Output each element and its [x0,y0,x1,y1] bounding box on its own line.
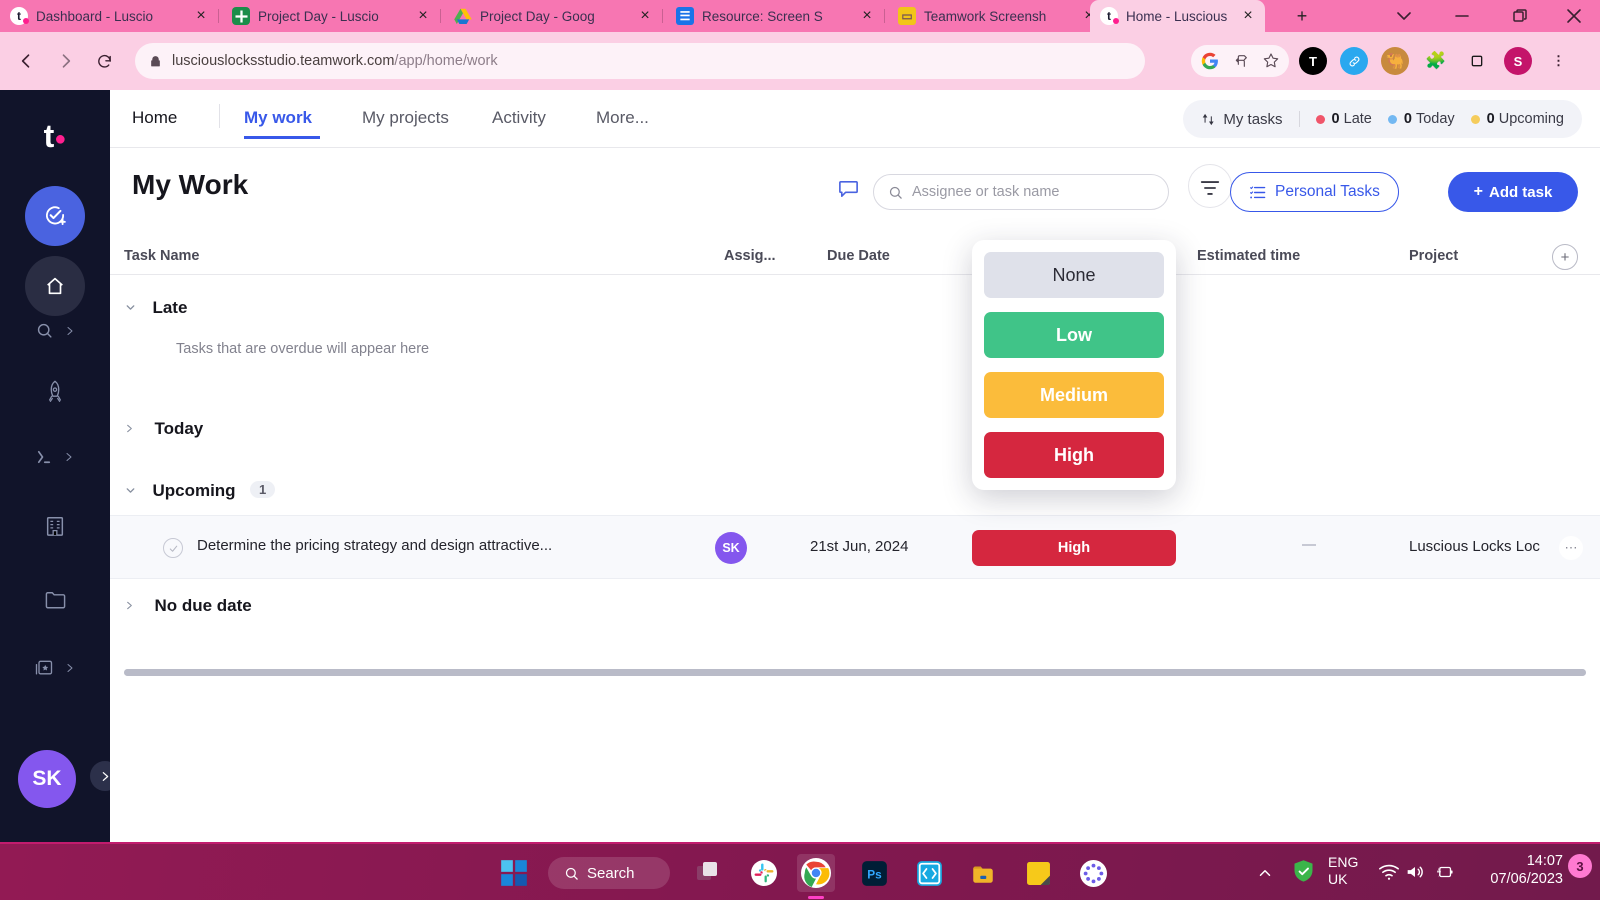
svg-text:Ps: Ps [867,867,882,881]
